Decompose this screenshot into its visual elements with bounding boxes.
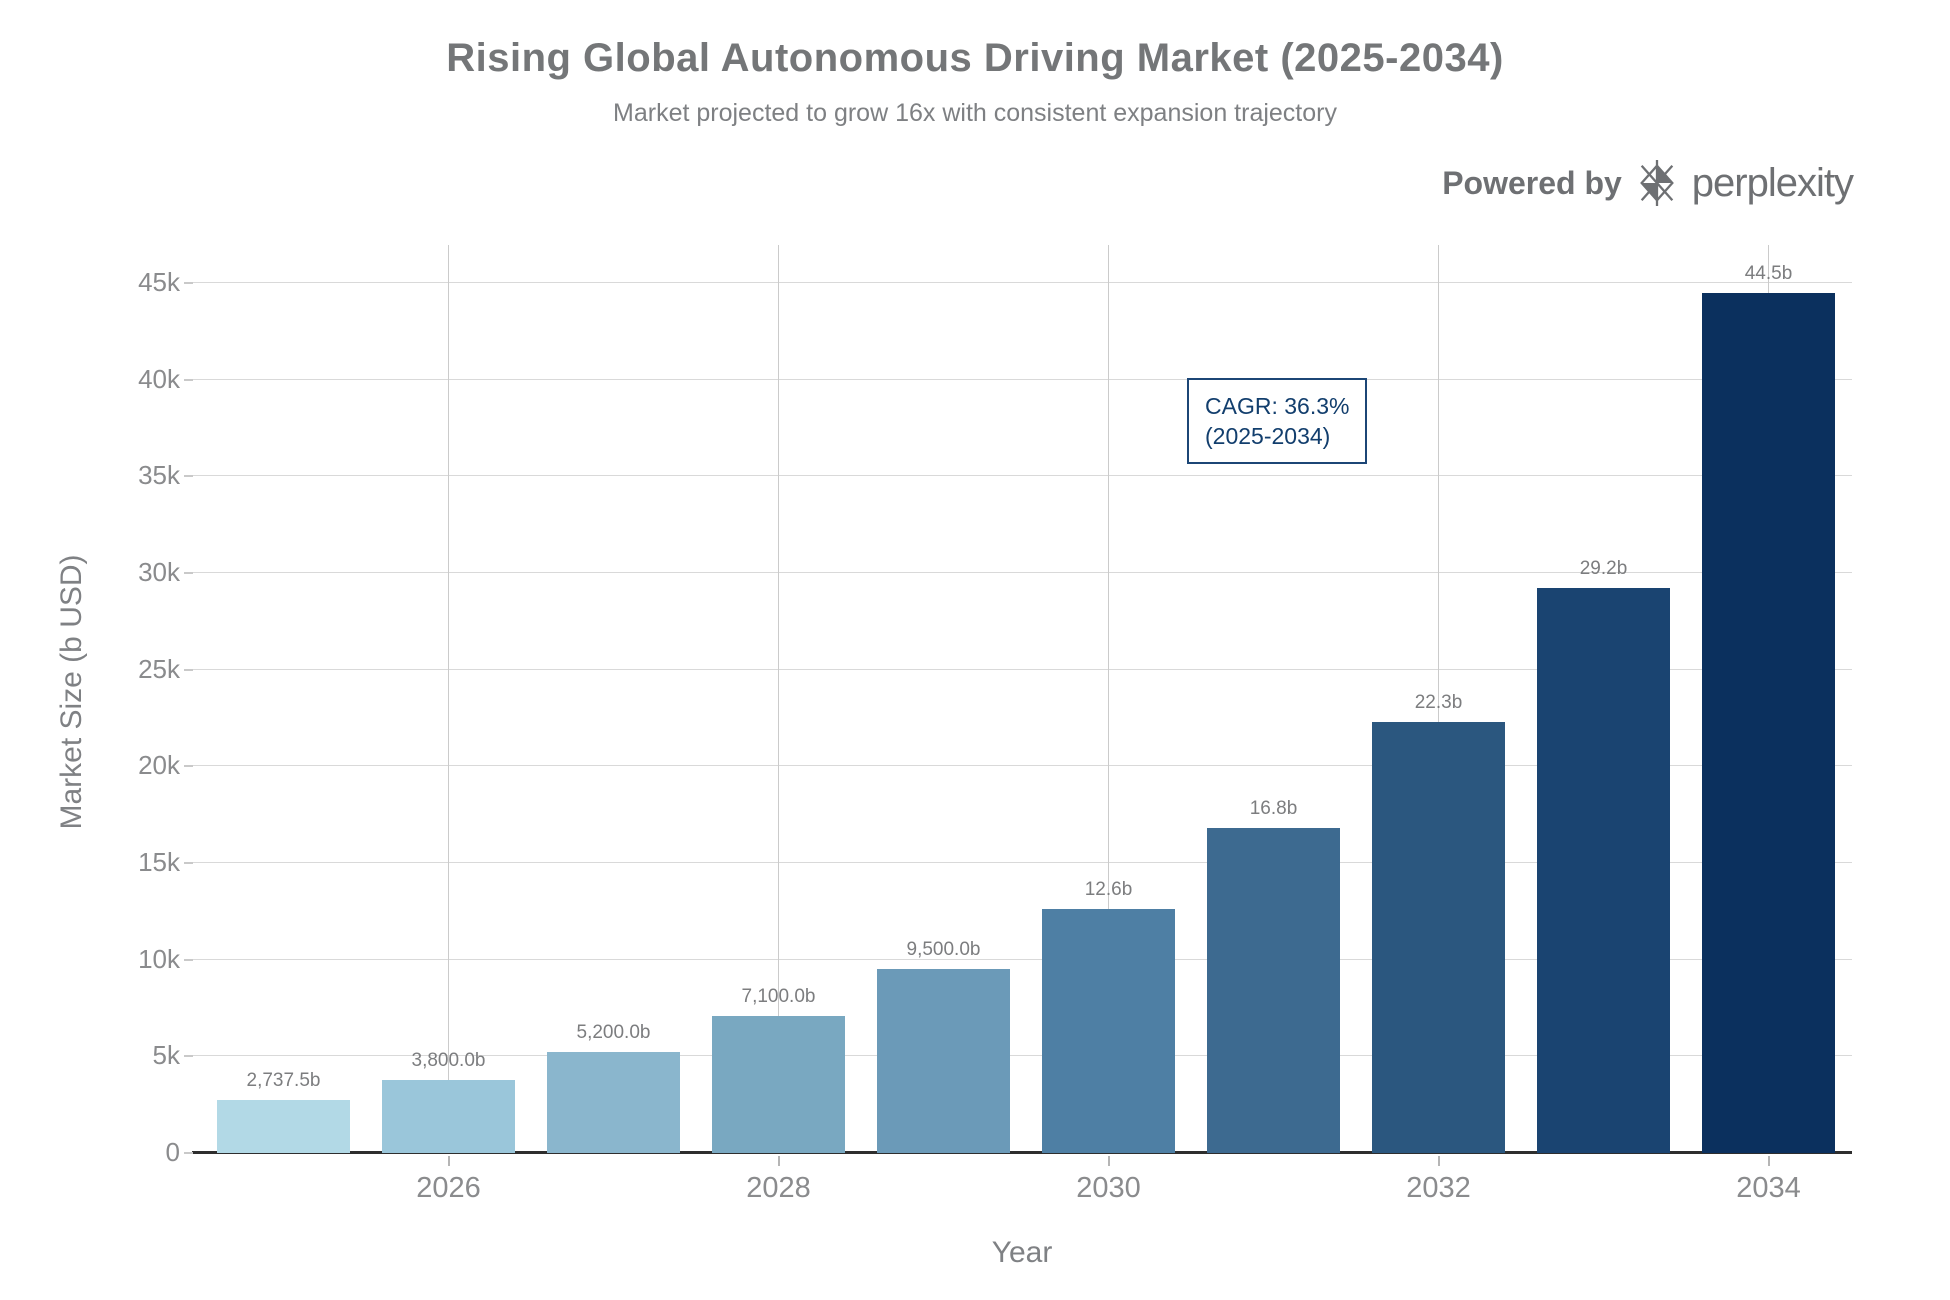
x-tick-mark (447, 1156, 450, 1166)
v-gridline (1438, 245, 1439, 1153)
brand-name: perplexity (1691, 160, 1854, 205)
h-gridline (192, 862, 1852, 863)
bar-value-label: 7,100.0b (741, 985, 816, 1007)
y-tick-mark (184, 378, 193, 381)
bar-value-label: 29.2b (1579, 558, 1628, 580)
x-tick-label: 2030 (1076, 1172, 1141, 1204)
y-tick-mark (184, 862, 193, 864)
y-tick-label: 40k (138, 363, 180, 394)
y-tick-label: 25k (138, 653, 180, 684)
bar-value-label: 22.3b (1414, 691, 1463, 713)
chart-subtitle: Market projected to grow 16x with consis… (613, 99, 1337, 127)
y-tick-mark (184, 475, 193, 478)
x-tick-label: 2034 (1736, 1172, 1801, 1204)
h-gridline (192, 958, 1852, 960)
y-tick-label: 10k (138, 943, 180, 974)
h-gridline (192, 282, 1852, 283)
bar-2025 (217, 1100, 350, 1153)
x-tick-mark (777, 1156, 780, 1166)
y-tick-label: 20k (138, 750, 180, 781)
bar-2029 (877, 969, 1010, 1153)
x-tick-mark (1767, 1156, 1770, 1166)
bar-2027 (547, 1052, 680, 1153)
perplexity-asterisk-icon (1639, 160, 1674, 206)
y-tick-mark (184, 958, 193, 961)
y-tick-label: 5k (152, 1040, 180, 1071)
plot-area: 2,737.5b 3,800.0b 5,200.0b 7,100.0b 9,500.0b… (192, 230, 1852, 1154)
powered-by-brand: Powered by perplexity (1442, 158, 1854, 208)
y-tick-label: 15k (138, 847, 180, 877)
v-gridline (778, 245, 779, 1153)
x-axis-title: Year (991, 1236, 1053, 1269)
y-tick-mark (184, 572, 193, 574)
bar-value-label: 12.6b (1084, 879, 1133, 901)
h-gridline (192, 572, 1852, 573)
h-gridline (192, 378, 1852, 380)
h-gridline (192, 765, 1852, 767)
cagr-annotation: CAGR: 36.3% (2025-2034) (1187, 378, 1368, 464)
x-tick-label: 2032 (1406, 1172, 1471, 1204)
v-gridline (1108, 245, 1109, 1153)
h-gridline (192, 1055, 1852, 1057)
bar-value-label: 44.5b (1744, 262, 1793, 284)
x-axis-line (192, 1151, 1852, 1154)
bar-value-label: 2,737.5b (246, 1070, 321, 1092)
bar-2028 (712, 1015, 845, 1153)
powered-by-text: Powered by (1442, 164, 1622, 201)
bar-value-label: 9,500.0b (906, 939, 981, 961)
y-tick-label: 35k (138, 460, 180, 491)
h-gridline (192, 668, 1852, 670)
v-gridline (448, 245, 449, 1153)
y-tick-label: 30k (138, 557, 180, 587)
chart-title: Rising Global Autonomous Driving Market … (446, 36, 1504, 80)
bar-2030 (1042, 909, 1175, 1153)
cagr-line2: (2025-2034) (1205, 423, 1331, 449)
x-tick-label: 2028 (746, 1172, 811, 1204)
bar-2033 (1537, 588, 1670, 1153)
h-gridline (192, 475, 1852, 477)
y-tick-mark (184, 1055, 193, 1058)
bar-value-label: 3,800.0b (411, 1049, 486, 1071)
bar-2034 (1702, 292, 1835, 1153)
x-tick-mark (1107, 1156, 1110, 1166)
x-tick-mark (1437, 1156, 1440, 1166)
bar-2032 (1372, 721, 1505, 1153)
y-axis-title: Market Size (b USD) (55, 554, 88, 830)
bar-value-label: 5,200.0b (576, 1022, 651, 1044)
y-tick-mark (184, 282, 193, 284)
cagr-line1: CAGR: 36.3% (1205, 393, 1350, 419)
y-tick-mark (184, 1152, 193, 1154)
bar-2026 (382, 1079, 515, 1153)
bar-2031 (1207, 828, 1340, 1153)
bar-value-label: 16.8b (1249, 798, 1298, 820)
y-tick-label: 45k (138, 267, 180, 297)
x-tick-label: 2026 (416, 1172, 481, 1204)
y-tick-mark (184, 765, 193, 768)
y-tick-mark (184, 668, 193, 671)
y-tick-label: 0 (165, 1137, 180, 1167)
